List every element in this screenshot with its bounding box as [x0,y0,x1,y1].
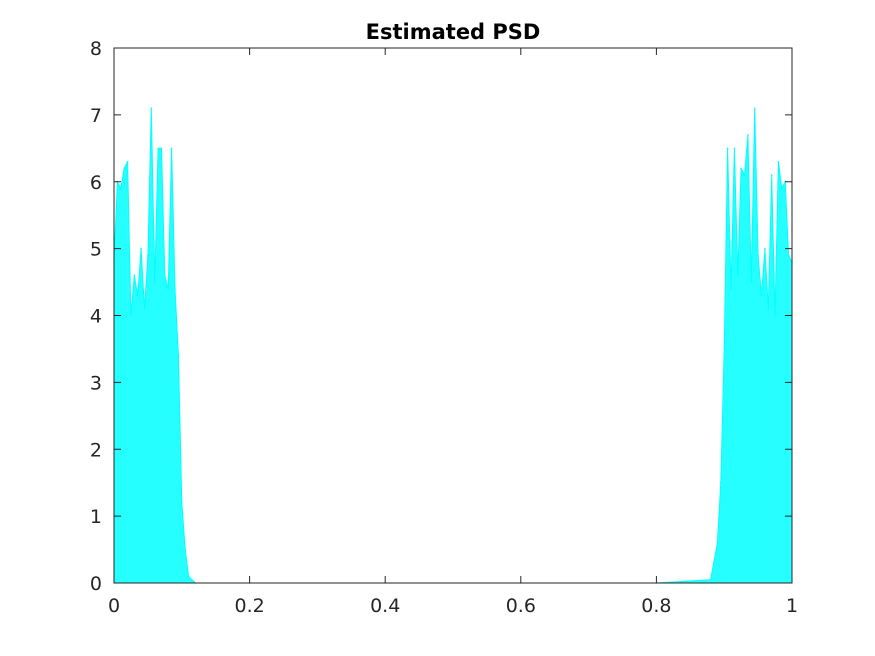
psd-point [740,167,742,170]
psd-point [757,254,759,257]
y-tick-label: 2 [90,439,102,461]
y-tick-label: 1 [90,506,102,528]
psd-point [787,254,790,257]
psd-point [764,247,766,250]
psd-point [170,147,173,150]
psd-series-fill [114,108,792,583]
psd-point [733,147,736,150]
psd-point [187,575,190,578]
psd-point [174,288,176,290]
x-tick-label: 0.4 [370,595,400,617]
y-tick-label: 3 [90,372,102,394]
psd-point [720,481,722,484]
psd-point [730,288,732,290]
y-tick-label: 0 [90,573,102,595]
psd-point [777,160,780,163]
psd-point [716,542,719,544]
psd-point [726,147,729,150]
psd-point [136,294,139,297]
chart-title: Estimated PSD [366,20,541,44]
psd-point [737,274,739,277]
x-tick-label: 0 [108,595,120,617]
x-tick-label: 0.2 [234,595,264,617]
y-tick-label: 5 [90,239,102,261]
psd-point [177,354,180,357]
psd-point [160,147,163,150]
psd-point [709,578,712,581]
psd-point [760,294,763,297]
psd-point [181,502,183,504]
psd-point [781,187,783,190]
psd-point [164,274,166,277]
psd-point [150,107,153,109]
y-tick-label: 7 [90,105,102,127]
psd-point [767,308,770,310]
x-tick-label: 0.6 [506,595,536,617]
psd-point [120,187,122,190]
y-tick-label: 6 [90,172,102,194]
psd-point [157,147,159,150]
psd-point [133,274,136,277]
y-tick-label: 8 [90,38,102,60]
psd-point [153,281,156,283]
psd-point [723,348,725,350]
psd-point [184,548,186,551]
psd-point [143,308,146,310]
psd-point [747,134,749,136]
psd-point [147,254,149,257]
psd-point [123,167,125,170]
psd-point [167,288,169,290]
psd-point [126,160,129,163]
psd-point [774,314,776,317]
x-tick-label: 0.8 [641,595,671,617]
psd-point [750,281,753,283]
psd-point [753,107,756,109]
y-tick-label: 4 [90,306,102,328]
psd-point [743,174,746,176]
x-tick-label: 1 [786,595,798,617]
psd-point [130,314,132,317]
axis-ticks: 0 0.2 0.4 0.6 0.8 1 0 1 2 3 4 5 6 7 8 [90,38,798,617]
psd-point [140,247,142,250]
psd-point [770,174,773,176]
